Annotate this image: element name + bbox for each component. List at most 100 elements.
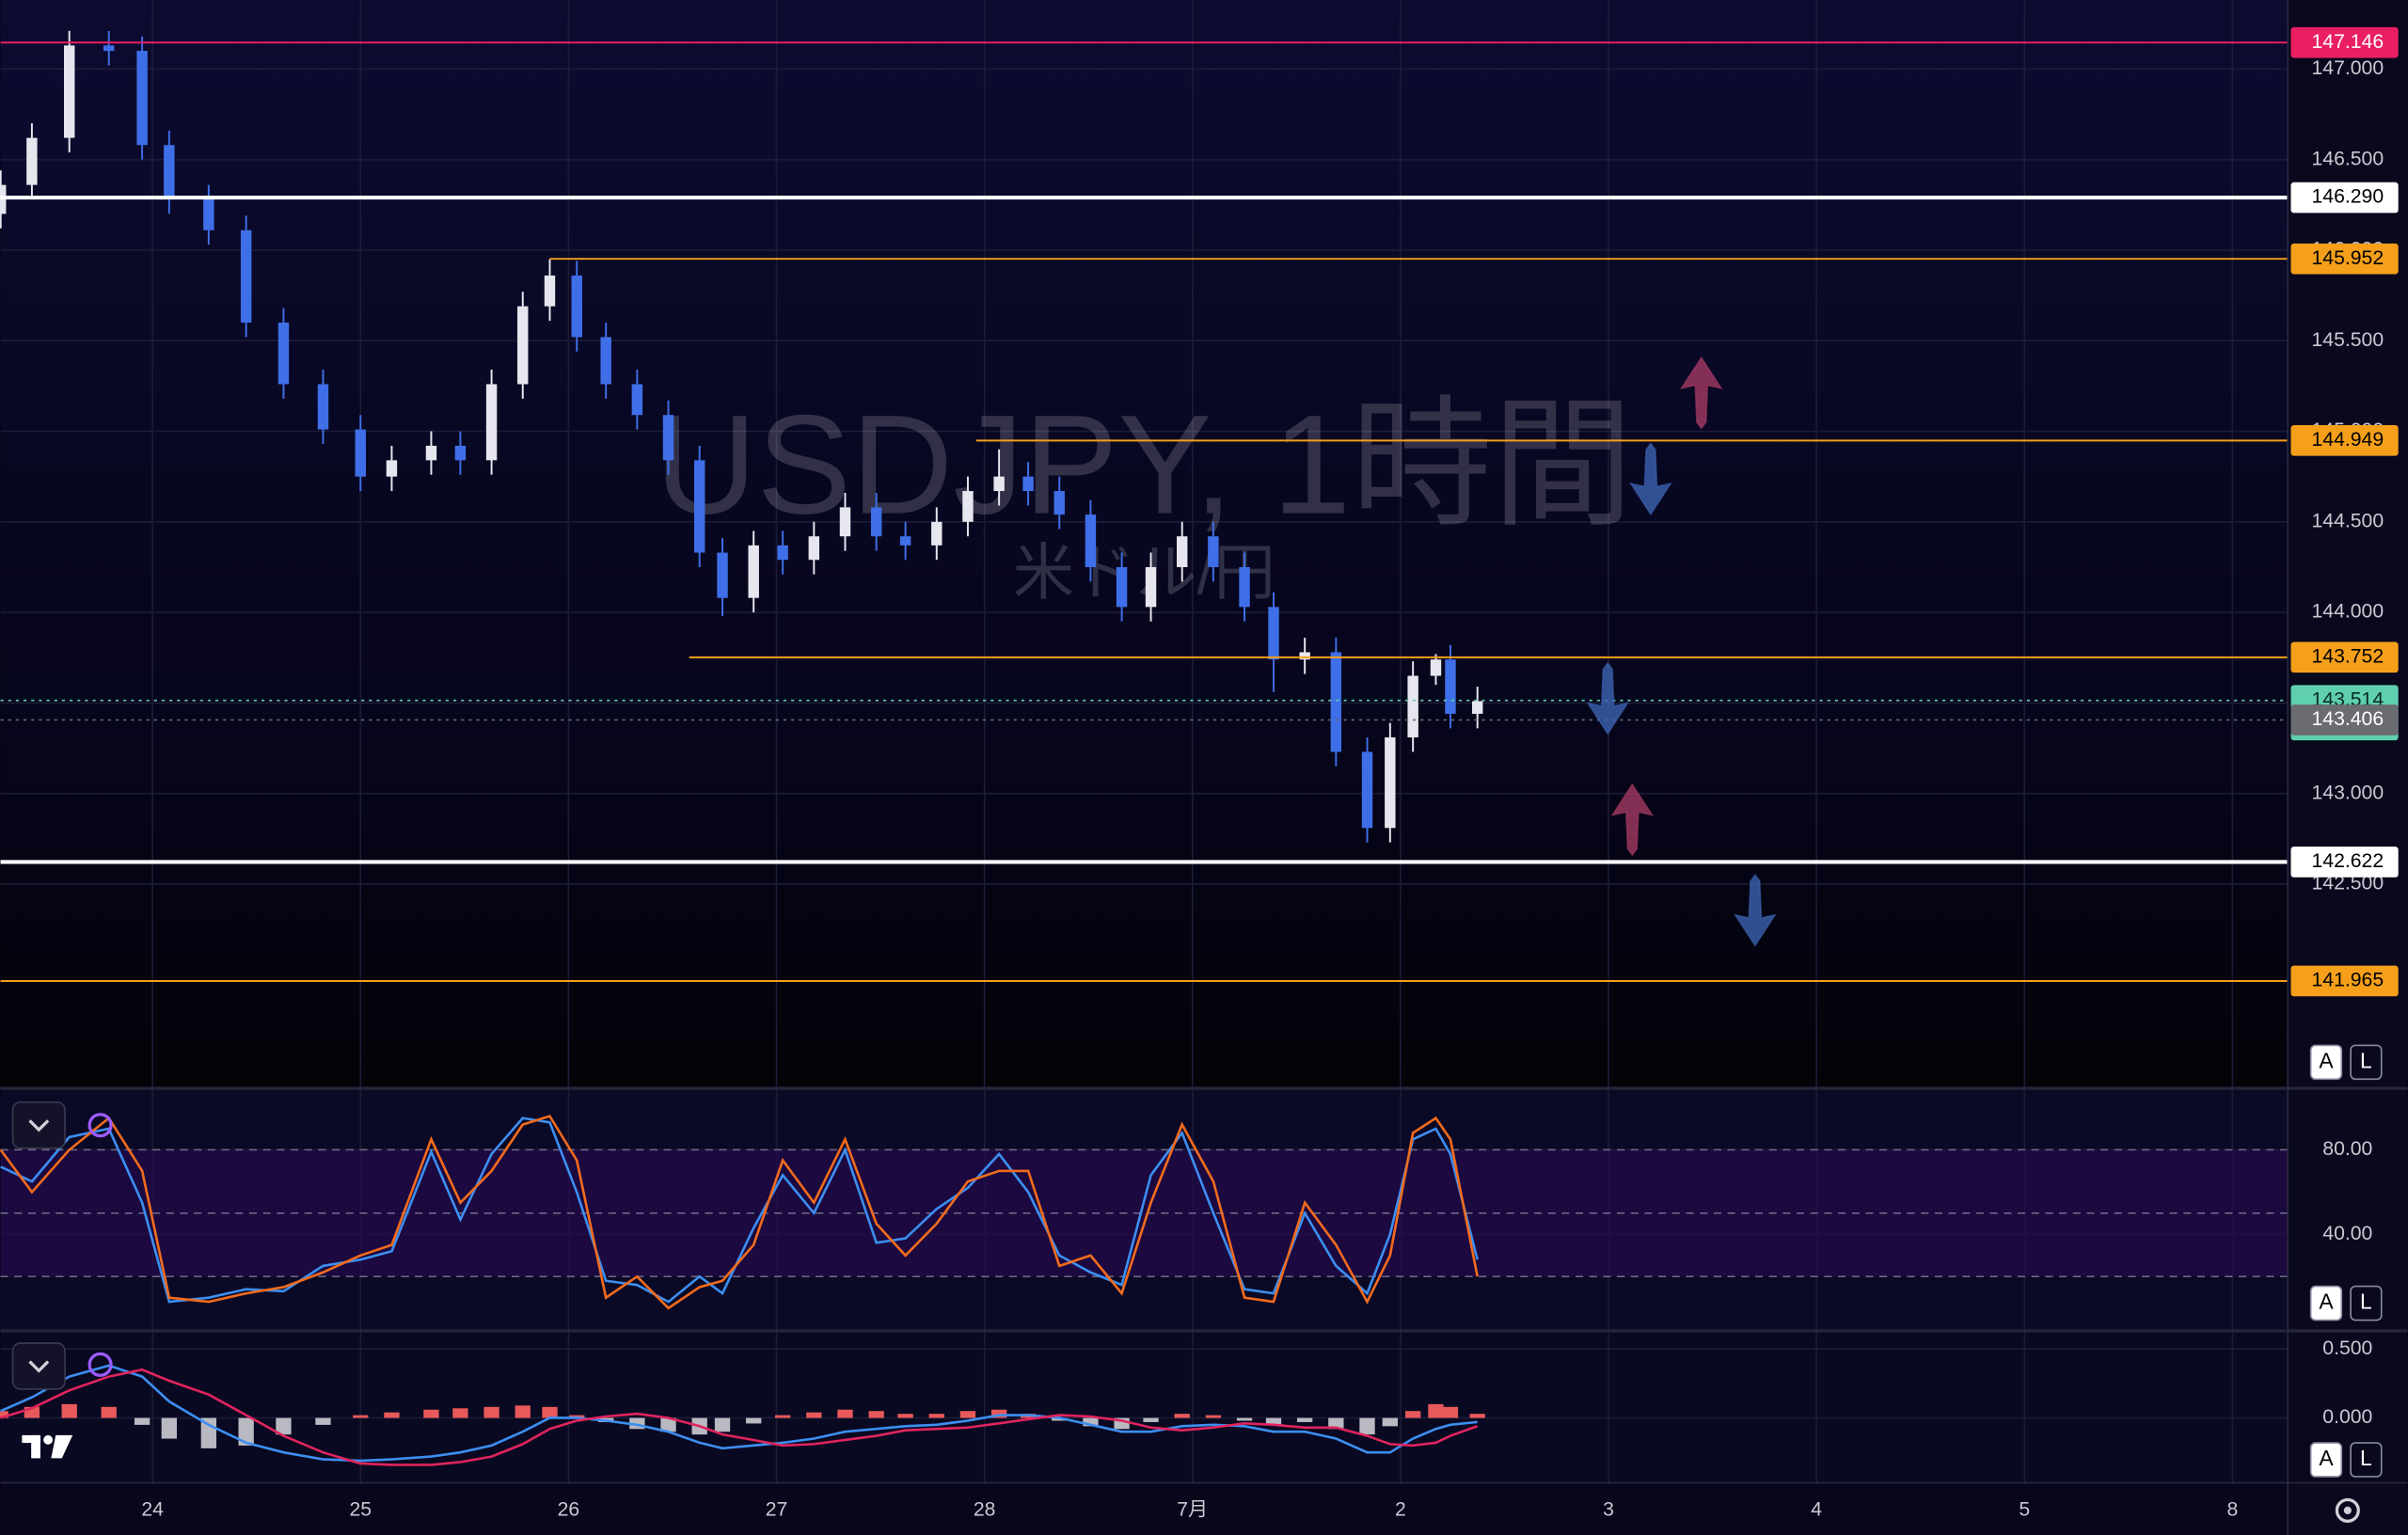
histogram-bar <box>423 1409 439 1418</box>
axis-button-label[interactable]: A <box>2319 1048 2334 1072</box>
candle-body <box>1445 659 1456 714</box>
up-arrow <box>1679 356 1723 430</box>
price-axis <box>2288 0 2408 1535</box>
candle-body <box>386 460 398 477</box>
y-tick-label: 80.00 <box>2322 1138 2372 1160</box>
candle-body <box>1430 659 1442 676</box>
histogram-bar <box>990 1409 1007 1418</box>
candle-body <box>26 137 38 185</box>
x-tick-label: 4 <box>1811 1498 1822 1520</box>
histogram-bar <box>714 1417 731 1432</box>
price-label: 147.146 <box>2312 31 2384 53</box>
candle-body <box>355 429 366 477</box>
histogram-bar <box>959 1411 976 1418</box>
series-line <box>0 1115 1479 1310</box>
histogram-bar <box>353 1415 369 1418</box>
price-label-bg <box>2290 243 2399 275</box>
histogram-bar <box>1265 1417 1282 1425</box>
candle-body <box>931 521 943 546</box>
candle-body <box>1176 536 1188 567</box>
indicator-icon <box>87 1352 113 1377</box>
histogram-bar <box>1428 1403 1444 1418</box>
candle-body <box>777 545 788 561</box>
candle-body <box>1361 752 1373 829</box>
histogram-bar <box>629 1417 645 1430</box>
price-label: 141.965 <box>2312 970 2384 991</box>
price-label-bg <box>2290 704 2399 736</box>
watermark-title: USDJPY, 1時間 <box>655 386 1633 544</box>
y-tick-label: 147.000 <box>2312 57 2384 79</box>
axis-button-label[interactable]: L <box>2360 1048 2372 1072</box>
histogram-bar <box>1442 1406 1459 1418</box>
pane-toggle[interactable] <box>11 1342 66 1390</box>
toggle-button[interactable] <box>11 1342 66 1390</box>
candle-body <box>1116 566 1128 608</box>
histogram-bar <box>315 1417 331 1425</box>
axis-button-label[interactable]: L <box>2360 1446 2372 1470</box>
logo-part <box>51 1434 73 1459</box>
candle-body <box>1385 736 1396 829</box>
axis-button[interactable] <box>2309 1285 2343 1321</box>
candle-body <box>1022 476 1034 492</box>
histogram-bar <box>1382 1417 1398 1427</box>
histogram-bar <box>134 1417 150 1425</box>
price-label: 143.752 <box>2312 645 2384 667</box>
gear-icon <box>2343 1506 2352 1514</box>
axis-button[interactable] <box>2350 1442 2383 1478</box>
plot <box>0 30 2289 1466</box>
series-line <box>0 1116 1479 1304</box>
candle-body <box>277 322 290 385</box>
candle-body <box>993 476 1005 492</box>
histogram-bar <box>1205 1415 1222 1418</box>
histogram-bar <box>542 1406 558 1418</box>
candle-body <box>544 275 556 307</box>
price-label-bg <box>2290 182 2399 214</box>
candle-body <box>631 384 643 416</box>
histogram-bar <box>928 1414 944 1418</box>
stoch-band <box>0 1149 2289 1277</box>
axis-button[interactable] <box>2309 1044 2343 1081</box>
histogram-bar <box>569 1415 585 1418</box>
candle-body <box>962 491 974 522</box>
candle-body <box>1054 491 1065 515</box>
candle-body <box>103 45 115 52</box>
series-line <box>0 1368 1479 1466</box>
candle-body <box>317 384 329 430</box>
candle-body <box>808 536 820 561</box>
settings-button[interactable] <box>2335 1497 2360 1523</box>
histogram-bar <box>837 1409 853 1418</box>
chevron-icon <box>28 1119 50 1132</box>
down-arrow <box>1586 661 1630 736</box>
y-tick-label: 144.000 <box>2312 601 2384 623</box>
x-tick-label: 5 <box>2019 1498 2030 1520</box>
candle-body <box>1208 536 1219 567</box>
axis-button-label[interactable]: A <box>2319 1446 2334 1470</box>
x-tick-label: 26 <box>558 1498 580 1520</box>
axis-button-label[interactable]: A <box>2319 1290 2334 1314</box>
toggle-button[interactable] <box>11 1100 66 1149</box>
price-label-bg <box>2290 26 2399 58</box>
axis-button[interactable] <box>2350 1044 2383 1081</box>
candle-body <box>1085 514 1097 567</box>
candle-body <box>693 460 705 553</box>
axis-button[interactable] <box>2350 1285 2383 1321</box>
down-arrow <box>1628 442 1672 516</box>
candle-body <box>425 445 437 461</box>
price-label: 145.952 <box>2312 247 2384 269</box>
gear-icon[interactable] <box>2335 1497 2360 1523</box>
y-tick-label: 142.500 <box>2312 873 2384 894</box>
x-tick-label: 28 <box>974 1498 996 1520</box>
pane-toggle[interactable] <box>11 1100 66 1149</box>
y-tick-label: 146.500 <box>2312 148 2384 169</box>
axis-button[interactable] <box>2309 1442 2343 1478</box>
histogram-bar <box>238 1417 254 1446</box>
y-tick-label: 0.500 <box>2322 1337 2372 1359</box>
histogram-bar <box>868 1411 884 1418</box>
histogram-bar <box>161 1417 178 1439</box>
histogram-bar <box>1469 1414 1485 1418</box>
axis-button-label[interactable]: L <box>2360 1290 2372 1314</box>
histogram-bar <box>1174 1414 1190 1418</box>
histogram-bar <box>0 1411 8 1418</box>
histogram-bar <box>1359 1417 1375 1435</box>
candle-body <box>571 275 582 338</box>
